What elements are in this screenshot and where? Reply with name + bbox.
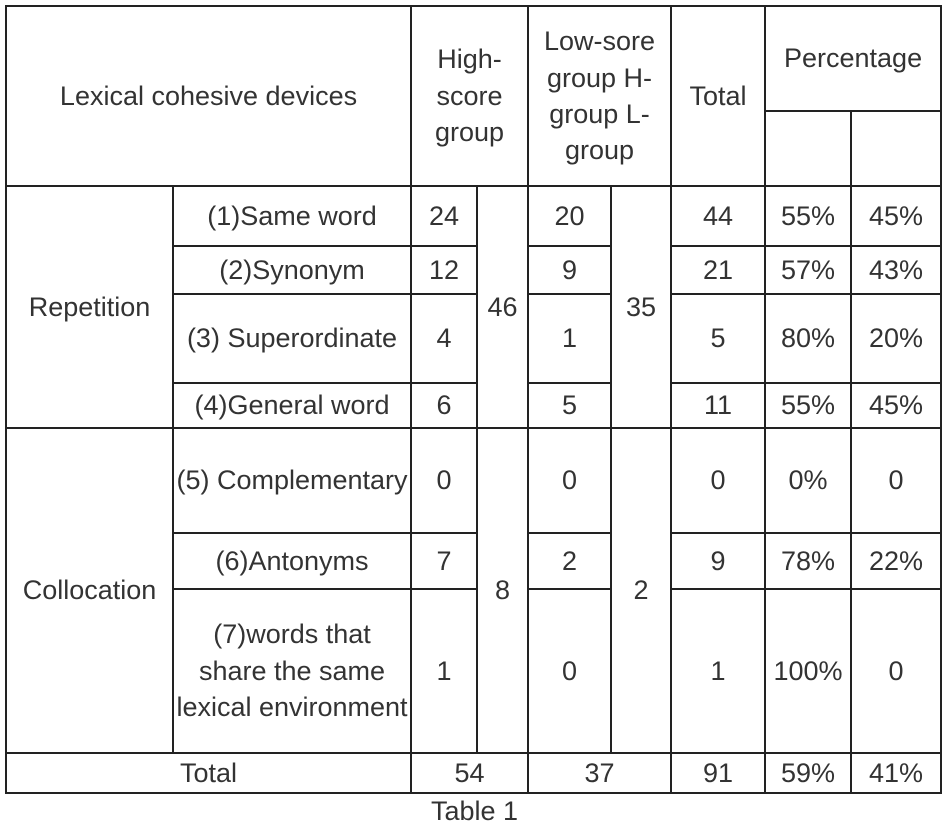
low-percentage: 20%: [850, 293, 943, 384]
device-name: (4)General word: [171, 382, 413, 429]
device-name: (2)Synonym: [171, 245, 413, 295]
low-percentage: 43%: [850, 245, 943, 295]
low-count: 0: [527, 588, 613, 754]
low-subtotal: 2: [610, 427, 673, 754]
low-count: 20: [527, 185, 613, 247]
empty-cell: [850, 110, 943, 187]
low-percentage: 45%: [850, 382, 943, 429]
high-count: 7: [410, 532, 479, 590]
high-percentage: 57%: [764, 245, 853, 295]
table-row: (7)words that share the same lexical env…: [6, 588, 943, 754]
total-count: 0: [670, 427, 767, 534]
high-percentage: 100%: [764, 588, 853, 754]
low-percentage: 45%: [850, 185, 943, 247]
high-percentage: 80%: [764, 293, 853, 384]
group-name: Collocation: [5, 427, 174, 754]
low-count: 9: [527, 245, 613, 295]
group-name: Repetition: [5, 185, 174, 429]
total-count: 9: [670, 532, 767, 590]
low-count: 2: [527, 532, 613, 590]
total-label: Total: [4, 751, 413, 795]
high-subtotal: 8: [476, 427, 530, 754]
data-table: Lexical cohesive devices High-score group…: [4, 5, 943, 795]
total-count: 5: [670, 293, 767, 384]
table-row: Total 54 37 91 59% 41%: [4, 751, 943, 795]
header-cell: High-score group: [410, 5, 530, 187]
total-high-percentage: 59%: [764, 751, 853, 795]
high-percentage: 55%: [764, 185, 853, 247]
low-percentage: 22%: [850, 532, 943, 590]
high-subtotal: 46: [476, 185, 530, 429]
high-count: 0: [410, 427, 479, 534]
total-count: 1: [670, 588, 767, 754]
table-row: Lexical cohesive devices High-score group…: [4, 5, 943, 187]
table-row: Collocation (5) Complementary 0 8 0 2 0 0% 0: [5, 427, 943, 754]
header-cell: Low-sore group H-group L-group: [527, 5, 673, 187]
caption: Table 1: [430, 796, 519, 826]
table-row: (6)Antonyms 7 2 9 78% 22%: [6, 532, 943, 590]
device-name: (3) Superordinate: [171, 293, 413, 384]
device-name: (6)Antonyms: [171, 532, 413, 590]
header-cell: Total: [670, 5, 767, 187]
device-name: (7)words that share the same lexical env…: [171, 588, 413, 754]
empty-cell: [764, 110, 853, 187]
high-count: 12: [410, 245, 479, 295]
high-count: 6: [410, 382, 479, 429]
total-all: 91: [670, 751, 767, 795]
total-low-percentage: 41%: [850, 751, 943, 795]
header-cell: Percentage: [764, 5, 943, 112]
total-high: 54: [410, 751, 530, 795]
device-name: (1)Same word: [171, 185, 413, 247]
high-percentage: 0%: [764, 427, 853, 534]
table-row: (2)Synonym 12 9 21 57% 43%: [6, 245, 943, 295]
low-count: 1: [527, 293, 613, 384]
high-count: 24: [410, 185, 479, 247]
high-count: 4: [410, 293, 479, 384]
table-row: (4)General word 6 5 11 55% 45%: [6, 382, 943, 429]
total-count: 11: [670, 382, 767, 429]
device-name: (5) Complementary: [171, 427, 413, 534]
high-percentage: 78%: [764, 532, 853, 590]
table-body: Lexical cohesive devices High-score group…: [4, 5, 943, 795]
high-count: 1: [410, 588, 479, 754]
table-row: [6, 110, 943, 187]
low-count: 0: [527, 427, 613, 534]
low-percentage: 0: [850, 427, 943, 534]
low-count: 5: [527, 382, 613, 429]
table-row: (3) Superordinate 4 1 5 80% 20%: [6, 293, 943, 384]
low-percentage: 0: [850, 588, 943, 754]
low-subtotal: 35: [610, 185, 673, 429]
header-cell: Lexical cohesive devices: [4, 5, 413, 187]
table-row: Repetition (1)Same word 24 46 20 35 44 55% 45%: [5, 185, 943, 429]
total-count: 21: [670, 245, 767, 295]
total-count: 44: [670, 185, 767, 247]
high-percentage: 55%: [764, 382, 853, 429]
total-low: 37: [527, 751, 673, 795]
